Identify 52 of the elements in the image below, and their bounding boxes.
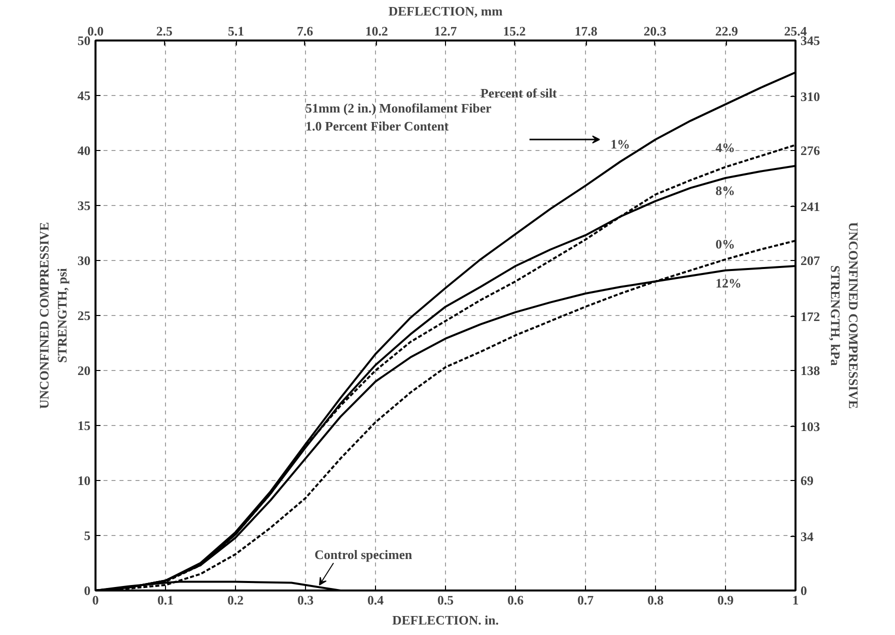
y2-tick-label: 0 <box>800 583 807 598</box>
x2-tick-label: 7.6 <box>296 24 314 38</box>
x-tick-label: 1 <box>792 592 799 608</box>
x2-tick-label: 22.9 <box>715 24 738 38</box>
series-label: 12% <box>716 275 742 290</box>
y-axis-title: UNCONFINED COMPRESSIVE STRENGTH, psi <box>36 222 70 409</box>
y2-tick-label: 34 <box>800 528 814 544</box>
x-tick-label: 0.1 <box>157 592 174 608</box>
y-tick-label: 35 <box>78 198 91 213</box>
x-tick-label: 0.4 <box>367 592 384 608</box>
x-axis-title: DEFLECTION. in. <box>392 612 499 628</box>
x-tick-label: 0.9 <box>717 592 734 608</box>
y2-tick-label: 310 <box>800 88 820 104</box>
y2-axis-title: UNCONFINED COMPRESSIVE STRENGTH, kPa <box>828 222 861 409</box>
series-label: 8% <box>716 183 735 198</box>
x2-tick-label: 12.7 <box>434 24 458 38</box>
y2-tick-label: 276 <box>800 143 820 158</box>
y2-tick-label: 138 <box>800 363 820 378</box>
x2-tick-label: 5.1 <box>228 24 244 38</box>
series-label: Control specimen <box>314 547 413 562</box>
x2-tick-label: 10.2 <box>365 24 388 38</box>
x-tick-label: 0.7 <box>577 592 594 608</box>
x-tick-label: 0.8 <box>647 592 664 608</box>
y2-tick-label: 172 <box>800 308 820 324</box>
series-label: 4% <box>716 140 735 155</box>
y-tick-label: 15 <box>78 418 91 433</box>
annotation: 51mm (2 in.) Monofilament Fiber <box>306 100 492 116</box>
y-tick-label: 40 <box>78 143 90 158</box>
y2-tick-label: 241 <box>800 198 820 214</box>
x2-tick-label: 15.2 <box>503 24 526 38</box>
series-label: 0% <box>716 236 735 252</box>
y-tick-label: 20 <box>78 363 90 378</box>
x2-tick-label: 20.3 <box>644 24 667 38</box>
y-tick-label: 0 <box>84 583 90 598</box>
x-tick-label: 0.5 <box>437 592 454 608</box>
x-tick-label: 0.6 <box>507 592 524 608</box>
y2-tick-label: 103 <box>800 418 820 434</box>
y-tick-label: 25 <box>78 308 91 323</box>
y-tick-label: 45 <box>78 88 91 103</box>
y-tick-label: 10 <box>78 473 90 488</box>
y2-tick-label: 207 <box>800 253 820 268</box>
x-tick-label: 0.3 <box>297 592 314 608</box>
y2-tick-label: 69 <box>800 473 814 488</box>
annotation: 1.0 Percent Fiber Content <box>306 118 450 134</box>
legend-label: 1% <box>610 136 630 152</box>
x2-axis-title: DEFLECTION, mm <box>388 4 503 18</box>
y-tick-label: 30 <box>78 253 90 268</box>
x-tick-label: 0.2 <box>227 592 244 608</box>
x2-tick-label: 17.8 <box>574 24 598 38</box>
y-tick-label: 5 <box>84 528 91 543</box>
annotation: Percent of silt <box>480 86 558 100</box>
x2-tick-label: 2.5 <box>156 24 174 38</box>
